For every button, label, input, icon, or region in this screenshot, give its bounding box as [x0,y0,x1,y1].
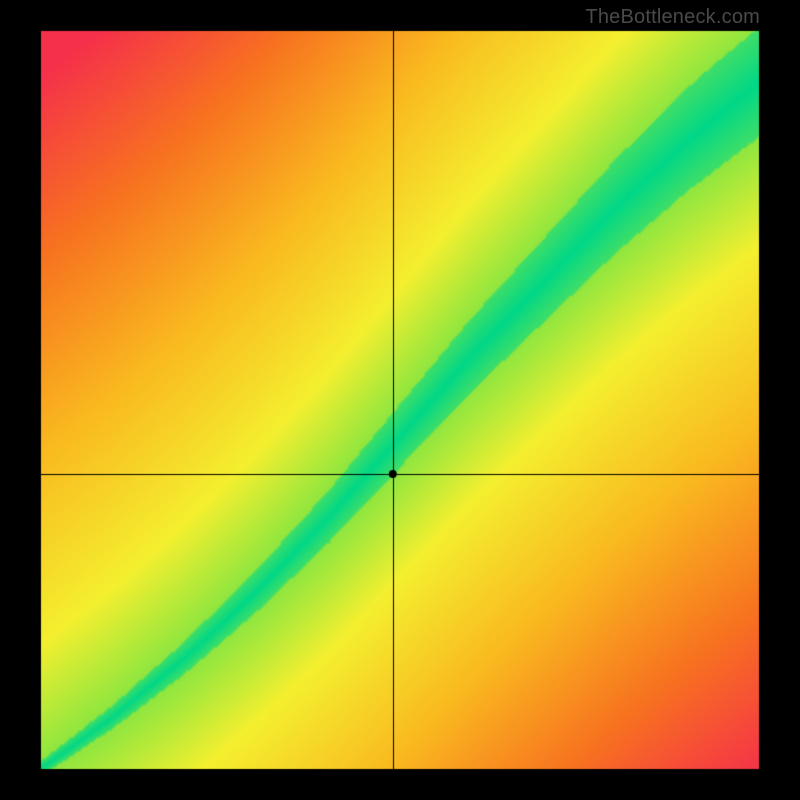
figure-root: TheBottleneck.com [0,0,800,800]
watermark-text: TheBottleneck.com [585,6,760,29]
crosshair-overlay [40,30,760,770]
